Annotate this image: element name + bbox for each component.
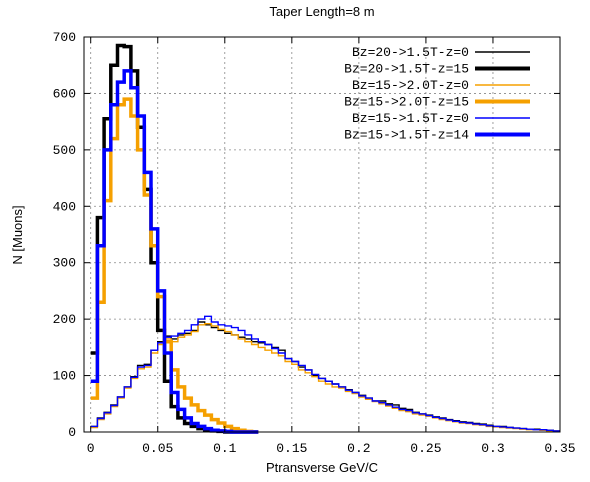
x-tick-label: 0.25 bbox=[410, 441, 441, 456]
plot-frame bbox=[83, 36, 561, 433]
x-tick-label: 0.05 bbox=[142, 441, 173, 456]
series-layer bbox=[90, 43, 560, 434]
y-tick-label: 100 bbox=[53, 369, 76, 384]
chart-title: Taper Length=8 m bbox=[269, 4, 374, 19]
y-tick-label: 700 bbox=[53, 30, 76, 45]
x-tick-label: 0.35 bbox=[544, 441, 575, 456]
series-line bbox=[90, 69, 259, 434]
x-tick-label: 0.2 bbox=[347, 441, 370, 456]
legend-label: Bz=20->1.5T-z=15 bbox=[344, 62, 469, 77]
grid bbox=[84, 37, 560, 432]
x-tick-label: 0.3 bbox=[481, 441, 504, 456]
y-tick-label: 200 bbox=[53, 312, 76, 327]
series-line bbox=[90, 97, 259, 434]
series-line bbox=[90, 323, 560, 432]
series-line bbox=[90, 321, 560, 432]
y-tick-label: 500 bbox=[53, 143, 76, 158]
legend-label: Bz=20->1.5T-z=0 bbox=[352, 45, 469, 60]
legend-label: Bz=15->1.5T-z=14 bbox=[344, 128, 469, 143]
y-tick-label: 600 bbox=[53, 86, 76, 101]
axes: 0 0.05 0.1 0.15 0.2 0.25 0.3 0.35 0 100 200 300 400 5… bbox=[53, 30, 576, 456]
y-tick-label: 400 bbox=[53, 199, 76, 214]
legend-label: Bz=15->1.5T-z=0 bbox=[352, 111, 469, 126]
legend: Bz=20->1.5T-z=0Bz=20->1.5T-z=15Bz=15->2.… bbox=[344, 45, 530, 143]
legend-label: Bz=15->2.0T-z=0 bbox=[352, 78, 469, 93]
y-tick-label: 300 bbox=[53, 256, 76, 271]
y-axis-label: N [Muons] bbox=[10, 205, 25, 264]
x-tick-label: 0.15 bbox=[276, 441, 307, 456]
legend-label: Bz=15->2.0T-z=15 bbox=[344, 95, 469, 110]
series-line bbox=[90, 315, 560, 432]
x-axis-label: Ptransverse GeV/C bbox=[266, 460, 378, 475]
x-tick-label: 0.1 bbox=[213, 441, 237, 456]
y-tick-label: 0 bbox=[68, 425, 76, 440]
x-tick-label: 0 bbox=[87, 441, 95, 456]
